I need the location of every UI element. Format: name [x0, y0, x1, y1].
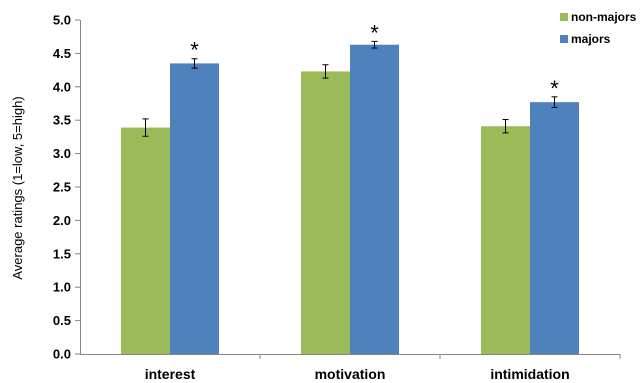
x-category-label: interest: [145, 366, 196, 382]
bar-non-majors-interest: [121, 127, 170, 354]
y-axis-ticks: 0.0 0.5 1.0 1.5 2.0 2.5 3.0 3.5 4.0 4.5 5.0: [53, 13, 80, 362]
y-axis-title: Average ratings (1=low, 5=high): [10, 96, 25, 279]
y-tick-label: 0.5: [53, 313, 71, 328]
bars: [121, 44, 579, 355]
significance-asterisk: *: [550, 76, 559, 101]
y-tick-label: 2.0: [53, 213, 71, 228]
bar-majors-motivation: [350, 44, 399, 354]
y-tick-label: 1.0: [53, 280, 71, 295]
y-tick-label: 0.0: [53, 347, 71, 362]
legend: non-majors majors: [560, 10, 637, 46]
x-category-label: motivation: [315, 366, 386, 382]
legend-swatch-majors: [560, 35, 568, 43]
y-tick-label: 1.5: [53, 246, 71, 261]
y-tick-label: 4.0: [53, 79, 71, 94]
significance-markers: * * *: [190, 20, 559, 100]
x-category-label: intimidation: [490, 366, 569, 382]
significance-asterisk: *: [190, 38, 199, 63]
legend-label-majors: majors: [571, 32, 611, 46]
legend-swatch-non-majors: [560, 13, 568, 21]
y-tick-label: 2.5: [53, 180, 71, 195]
bar-non-majors-motivation: [301, 71, 350, 354]
legend-label-non-majors: non-majors: [571, 10, 637, 24]
y-tick-label: 5.0: [53, 13, 71, 28]
x-axis-labels: interest motivation intimidation: [145, 354, 621, 382]
y-tick-label: 3.0: [53, 146, 71, 161]
bar-non-majors-intimidation: [481, 126, 530, 354]
bar-majors-intimidation: [530, 102, 579, 354]
significance-asterisk: *: [370, 20, 379, 45]
y-tick-label: 4.5: [53, 46, 71, 61]
y-tick-label: 3.5: [53, 113, 71, 128]
error-bars: [142, 40, 558, 137]
bar-majors-interest: [170, 63, 219, 355]
